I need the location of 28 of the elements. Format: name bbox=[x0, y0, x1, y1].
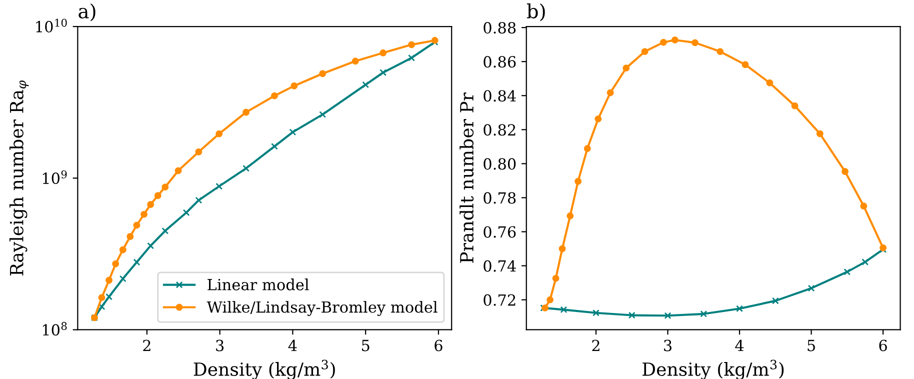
chart-title: b) bbox=[526, 3, 545, 22]
y-tick-label: 0.88 bbox=[484, 22, 516, 34]
x-tick-label: 3 bbox=[216, 340, 224, 352]
x-tick-label: 4 bbox=[288, 340, 297, 352]
x-tick-label: 6 bbox=[879, 340, 887, 352]
x-tick-label: 2 bbox=[143, 340, 150, 352]
y-tick-label: 0.80 bbox=[484, 158, 516, 170]
y-tick-label: 10$^{10}$ bbox=[36, 18, 67, 32]
y-tick-label: 0.78 bbox=[484, 192, 516, 204]
y-tick-label: 10$^{9}$ bbox=[42, 170, 67, 184]
x-tick-label: 5 bbox=[808, 340, 815, 352]
x-tick-label: 3 bbox=[664, 340, 672, 352]
x-tick-label: 5 bbox=[362, 340, 370, 352]
y-axis-title: Prandlt number Pr bbox=[460, 92, 474, 263]
x-tick-label: 4 bbox=[735, 340, 744, 352]
y-tick-label: 0.72 bbox=[484, 294, 516, 306]
x-tick-label: 6 bbox=[434, 340, 442, 352]
legend-label: Wilke/Lindsay-Bromley model bbox=[206, 300, 438, 316]
y-tick-label: 0.76 bbox=[484, 226, 516, 238]
y-tick-label: 0.86 bbox=[484, 56, 516, 68]
y-axis-title: Rayleigh number Ra$_{φ}$ bbox=[9, 80, 29, 276]
legend-label: Linear model bbox=[208, 278, 309, 290]
y-tick-label: 0.84 bbox=[484, 90, 516, 102]
y-tick-label: 0.74 bbox=[484, 260, 516, 272]
chart-title: a) bbox=[78, 3, 96, 22]
x-tick-label: 2 bbox=[592, 340, 600, 352]
y-tick-label: 10$^{8}$ bbox=[42, 322, 67, 336]
y-tick-label: 0.82 bbox=[484, 124, 516, 136]
